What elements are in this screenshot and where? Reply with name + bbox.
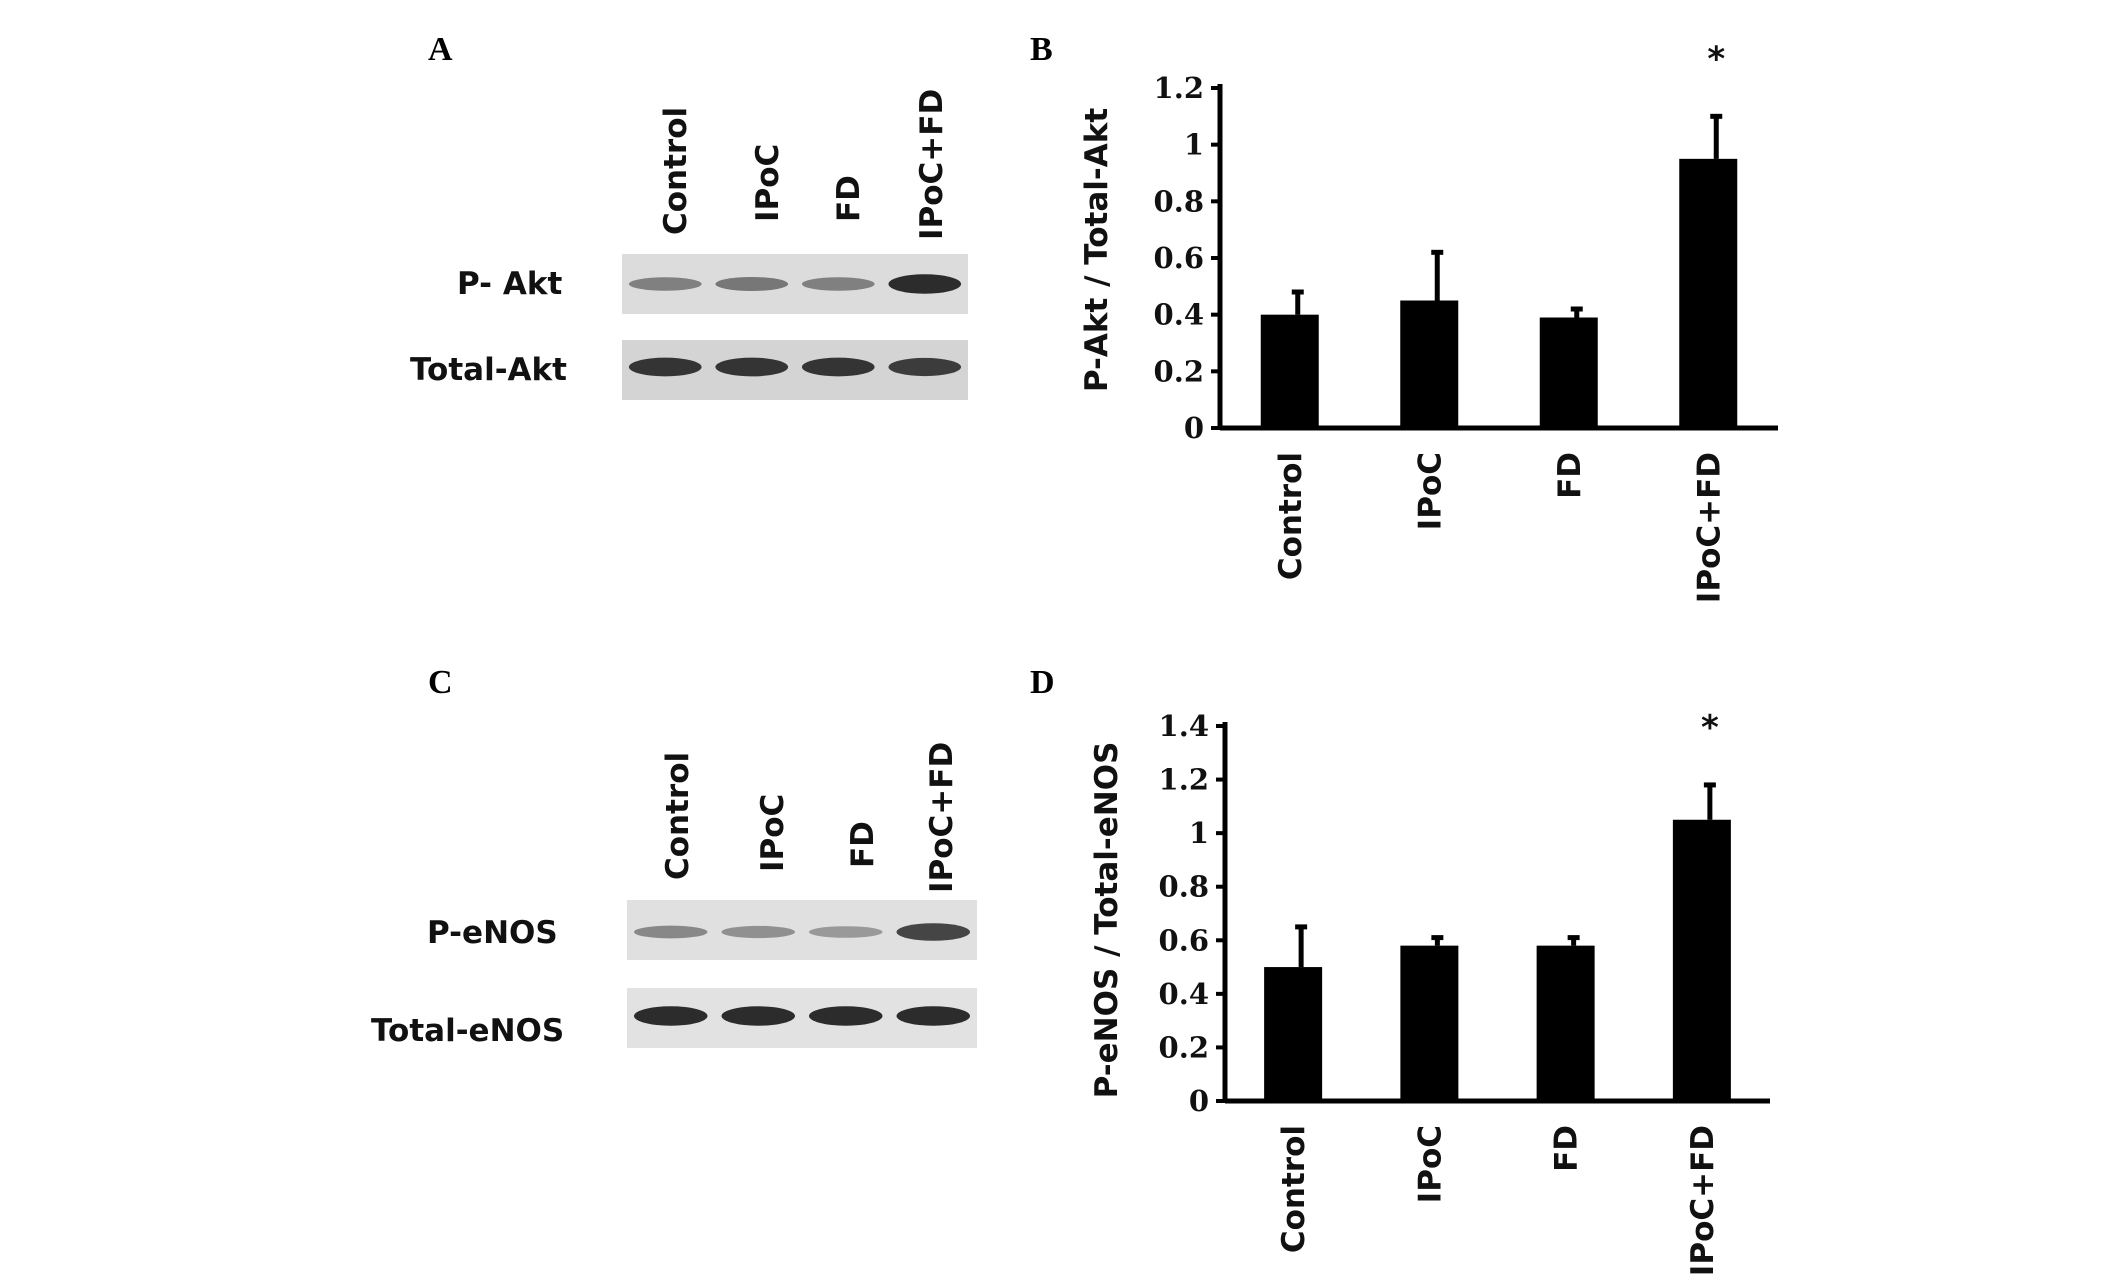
bar xyxy=(1264,967,1323,1101)
panel-letter-b: B xyxy=(1030,31,1053,68)
blot-band xyxy=(721,925,795,939)
y-tick-label: 0.8 xyxy=(1154,184,1204,218)
x-category-label: FD xyxy=(1552,452,1588,499)
blot-band xyxy=(801,357,875,377)
blot-band xyxy=(721,1006,795,1026)
blot-a-lane-label: FD xyxy=(831,175,867,222)
x-category-label: Control xyxy=(1276,1125,1312,1253)
blot-a-row-label: Total-Akt xyxy=(410,352,567,388)
x-category-label: IPoC+FD xyxy=(1691,452,1727,603)
x-category-label: FD xyxy=(1549,1125,1585,1172)
bar xyxy=(1536,945,1595,1101)
blot-band xyxy=(634,1006,708,1026)
y-tick-label: 1 xyxy=(1184,128,1204,162)
bar xyxy=(1400,945,1459,1101)
blot-c-lane-label: FD xyxy=(845,821,881,868)
blot-c-lane-label: IPoC xyxy=(755,794,791,872)
chart-b-y-axis-label: P-Akt / Total-Akt xyxy=(1079,108,1115,393)
bar xyxy=(1672,819,1731,1101)
x-category-label: IPoC xyxy=(1412,452,1448,530)
y-tick-label: 1.2 xyxy=(1159,763,1209,797)
x-category-label: Control xyxy=(1273,452,1309,580)
blot-c-image xyxy=(627,900,977,1048)
x-category-label: IPoC xyxy=(1412,1125,1448,1203)
blot-a-lane-label: IPoC+FD xyxy=(914,89,950,240)
blot-a-image xyxy=(622,254,968,400)
blot-c-lane-label: Control xyxy=(660,752,696,880)
blot-band xyxy=(634,925,708,939)
blot-a-row-label: P- Akt xyxy=(457,266,562,302)
blot-band xyxy=(715,357,789,377)
y-tick-label: 0.4 xyxy=(1159,977,1209,1011)
y-tick-label: 1 xyxy=(1189,816,1209,850)
blot-c-row-label: Total-eNOS xyxy=(371,1013,564,1049)
y-tick-label: 0.4 xyxy=(1154,298,1204,332)
blot-a-lane-labels: Control IPoC FD IPoC+FD xyxy=(658,89,950,240)
blot-band xyxy=(888,274,962,294)
chart-d-y-axis-label: P-eNOS / Total-eNOS xyxy=(1089,742,1125,1099)
panel-letter-a: A xyxy=(428,31,453,68)
significance-marker: * xyxy=(1701,708,1719,748)
blot-a-lane-label: IPoC xyxy=(750,144,786,222)
bar xyxy=(1539,317,1598,428)
blot-band xyxy=(809,926,883,938)
blot-band xyxy=(628,277,702,291)
blot-band xyxy=(888,357,962,377)
blot-c-lane-label: IPoC+FD xyxy=(924,742,960,893)
bar xyxy=(1400,300,1459,428)
blot-band xyxy=(809,1006,883,1026)
blot-band xyxy=(896,1006,970,1026)
significance-marker: * xyxy=(1707,39,1725,79)
panel-letter-d: D xyxy=(1030,664,1055,701)
chart-d: P-eNOS / Total-eNOS 0 0.2 0.4 0.6 0.8 1 1.2 1.4… xyxy=(1089,708,1770,1276)
blot-c-row-label: P-eNOS xyxy=(427,915,558,951)
blot-band xyxy=(896,923,970,941)
y-tick-label: 0 xyxy=(1189,1084,1209,1118)
panel-letter-c: C xyxy=(428,664,453,701)
bar xyxy=(1260,314,1319,428)
x-category-label: IPoC+FD xyxy=(1685,1125,1721,1276)
y-tick-label: 0.2 xyxy=(1154,354,1204,388)
blot-band xyxy=(628,357,702,377)
y-tick-label: 0.6 xyxy=(1159,923,1209,957)
chart-b: P-Akt / Total-Akt 0 0.2 0.4 0.6 0.8 1 1.2 * Co… xyxy=(1079,39,1778,603)
y-tick-label: 0.8 xyxy=(1159,870,1209,904)
y-tick-label: 0.2 xyxy=(1159,1030,1209,1064)
blot-a-lane-label: Control xyxy=(658,107,694,235)
y-tick-label: 0 xyxy=(1184,411,1204,445)
y-tick-label: 1.2 xyxy=(1154,71,1204,105)
y-tick-label: 0.6 xyxy=(1154,241,1204,275)
blot-band xyxy=(715,277,789,291)
bar xyxy=(1679,158,1738,429)
blot-band xyxy=(801,277,875,291)
y-tick-label: 1.4 xyxy=(1159,709,1209,743)
blot-c-lane-labels: Control IPoC FD IPoC+FD xyxy=(660,742,960,893)
